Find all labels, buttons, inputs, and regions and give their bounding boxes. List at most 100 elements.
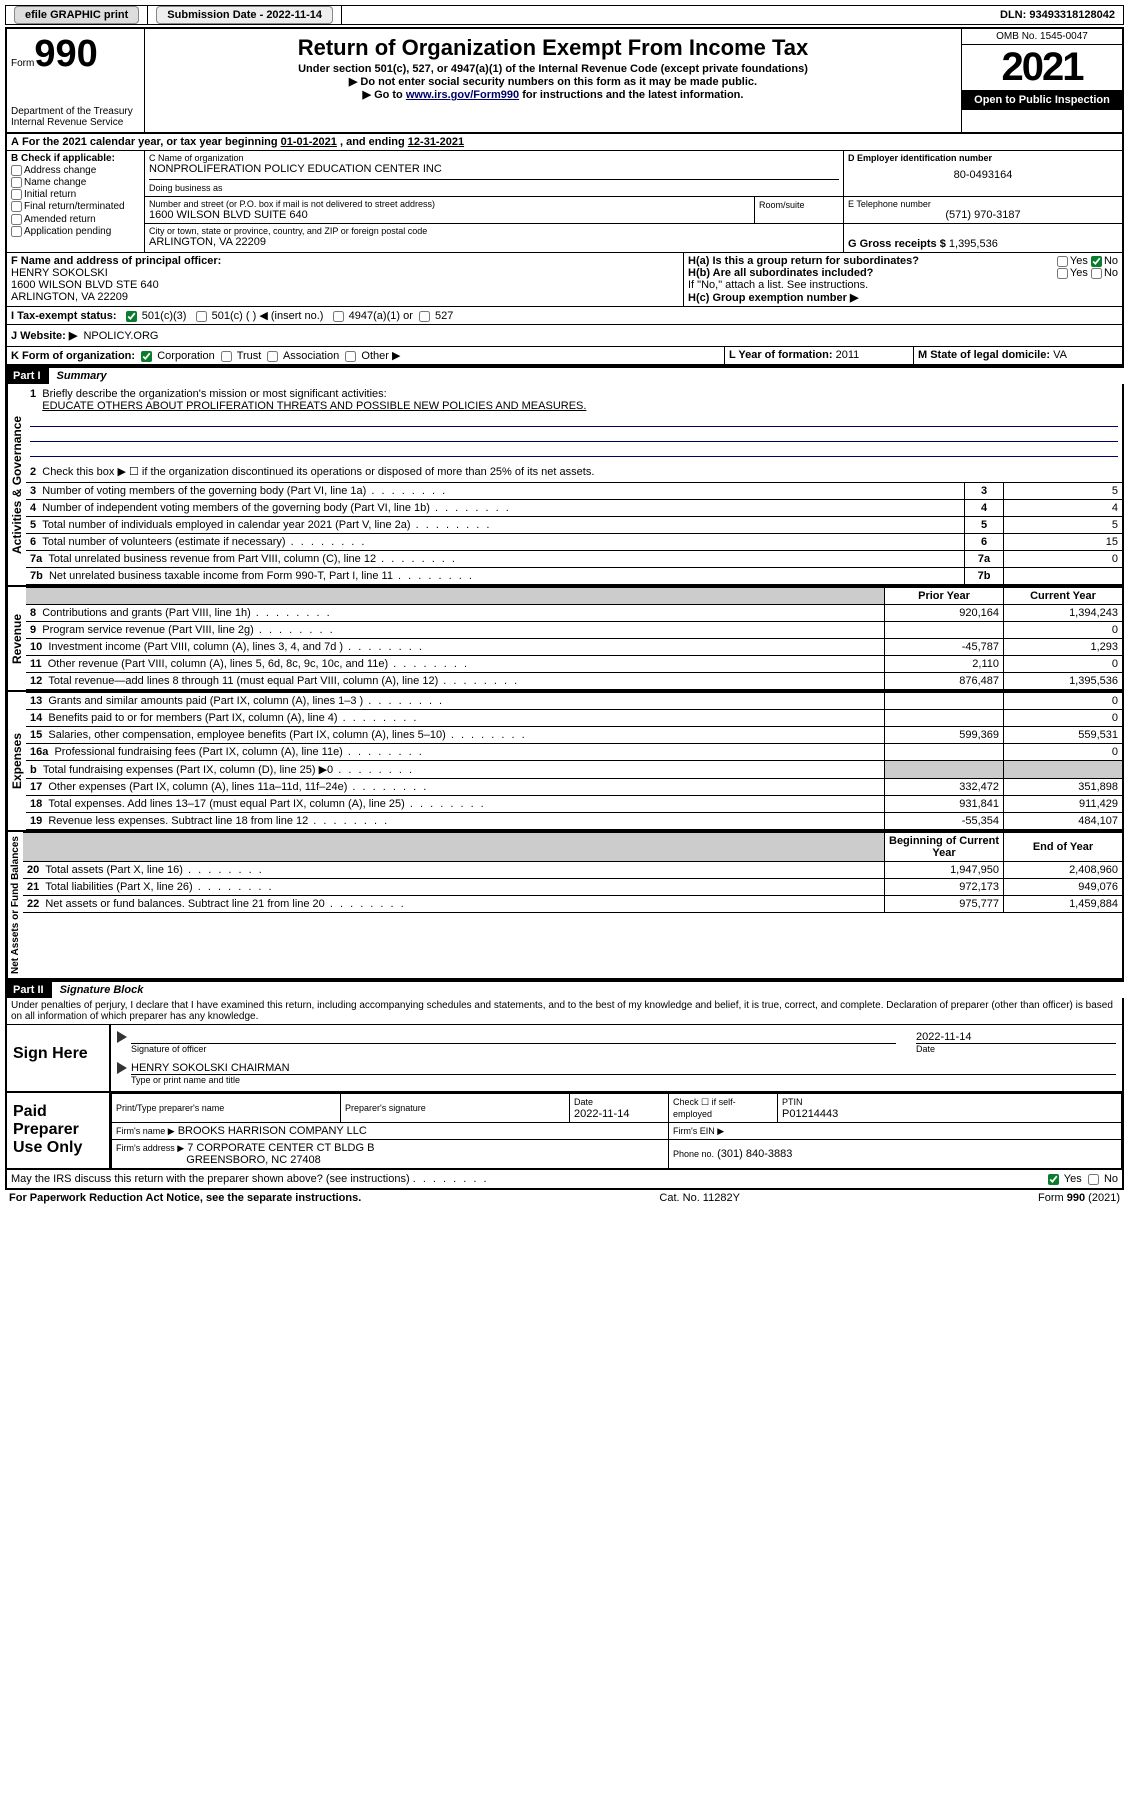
cb-501c3[interactable]	[126, 311, 137, 322]
table-row: 7a Total unrelated business revenue from…	[26, 551, 1122, 568]
page-footer: For Paperwork Reduction Act Notice, see …	[5, 1190, 1124, 1206]
table-row: 19 Revenue less expenses. Subtract line …	[26, 813, 1122, 830]
vlabel-revenue: Revenue	[7, 587, 26, 690]
org-name: NONPROLIFERATION POLICY EDUCATION CENTER…	[149, 163, 839, 175]
line1-label: Briefly describe the organization's miss…	[42, 388, 386, 400]
cb-trust[interactable]	[221, 351, 232, 362]
ha-yes[interactable]	[1057, 256, 1068, 267]
table-row: b Total fundraising expenses (Part IX, c…	[26, 761, 1122, 779]
table-row: 4 Number of independent voting members o…	[26, 500, 1122, 517]
discuss-yes[interactable]	[1048, 1174, 1059, 1185]
pra-notice: For Paperwork Reduction Act Notice, see …	[9, 1192, 361, 1204]
room-label: Room/suite	[759, 200, 805, 210]
cb-other[interactable]	[345, 351, 356, 362]
table-row: 20 Total assets (Part X, line 16)1,947,9…	[23, 862, 1122, 879]
prep-h3: Date	[574, 1097, 593, 1107]
lbl-corporation: Corporation	[157, 350, 214, 362]
irs-label: Internal Revenue Service	[11, 117, 140, 128]
cb-address-change[interactable]: Address change	[11, 165, 140, 176]
cb-corporation[interactable]	[141, 351, 152, 362]
firm-ein-label: Firm's EIN ▶	[673, 1126, 724, 1136]
table-row: 18 Total expenses. Add lines 13–17 (must…	[26, 796, 1122, 813]
cb-4947[interactable]	[333, 311, 344, 322]
revenue-section: Revenue Prior YearCurrent Year8 Contribu…	[5, 587, 1124, 692]
paid-preparer-block: Paid Preparer Use Only Print/Type prepar…	[5, 1093, 1124, 1170]
ha-no[interactable]	[1091, 256, 1102, 267]
table-row: 17 Other expenses (Part IX, column (A), …	[26, 779, 1122, 796]
table-row: 13 Grants and similar amounts paid (Part…	[26, 693, 1122, 710]
section-g-label: G Gross receipts $	[848, 238, 946, 250]
sign-block: Sign Here 2022-11-14 Signature of office…	[5, 1024, 1124, 1093]
efile-button[interactable]: efile GRAPHIC print	[14, 6, 139, 24]
cb-initial-return[interactable]: Initial return	[11, 189, 140, 200]
hb-yes[interactable]	[1057, 268, 1068, 279]
tax-year-begin: 01-01-2021	[281, 136, 337, 148]
tax-year: 2021	[962, 45, 1122, 90]
table-row: 8 Contributions and grants (Part VIII, l…	[26, 605, 1122, 622]
table-row: 16a Professional fundraising fees (Part …	[26, 744, 1122, 761]
cb-501c[interactable]	[196, 311, 207, 322]
section-e-label: E Telephone number	[848, 199, 1118, 209]
cb-527[interactable]	[419, 311, 430, 322]
line2-text: Check this box ▶ ☐ if the organization d…	[42, 466, 594, 478]
addr-label: Number and street (or P.O. box if mail i…	[149, 199, 435, 209]
submission-date: Submission Date - 2022-11-14	[156, 6, 333, 24]
arrow-icon	[117, 1062, 127, 1074]
sign-here-label: Sign Here	[7, 1025, 111, 1091]
phone-label: Phone no.	[673, 1149, 714, 1159]
cb-association[interactable]	[267, 351, 278, 362]
open-public-badge: Open to Public Inspection	[962, 90, 1122, 110]
part2-title: Signature Block	[52, 982, 152, 998]
preparer-table: Print/Type preparer's name Preparer's si…	[111, 1093, 1122, 1168]
governance-section: Activities & Governance 1 Briefly descri…	[5, 384, 1124, 587]
firm-name: BROOKS HARRISON COMPANY LLC	[178, 1125, 367, 1137]
subtitle-3-pre: ▶ Go to	[363, 89, 406, 101]
h-note: If "No," attach a list. See instructions…	[688, 279, 1118, 291]
section-j-label: J Website: ▶	[11, 330, 77, 342]
cat-no: Cat. No. 11282Y	[659, 1192, 740, 1204]
cb-final-return[interactable]: Final return/terminated	[11, 201, 140, 212]
sign-date: 2022-11-14	[916, 1031, 1116, 1044]
table-row: 11 Other revenue (Part VIII, column (A),…	[26, 656, 1122, 673]
table-row: 15 Salaries, other compensation, employe…	[26, 727, 1122, 744]
prep-h1: Print/Type preparer's name	[116, 1103, 224, 1113]
form-title: Return of Organization Exempt From Incom…	[149, 35, 957, 61]
prep-h5: PTIN	[782, 1097, 803, 1107]
street-address: 1600 WILSON BLVD SUITE 640	[149, 209, 750, 221]
dln: DLN: 93493318128042	[992, 6, 1123, 24]
city-label: City or town, state or province, country…	[149, 226, 839, 236]
part1-header: Part I Summary	[5, 366, 1124, 384]
section-i-label: I Tax-exempt status:	[11, 310, 117, 322]
ptin: P01214443	[782, 1108, 838, 1120]
irs-link[interactable]: www.irs.gov/Form990	[406, 89, 519, 101]
lbl-trust: Trust	[237, 350, 262, 362]
firm-addr-label: Firm's address ▶	[116, 1143, 184, 1153]
hb-no[interactable]	[1091, 268, 1102, 279]
lbl-4947: 4947(a)(1) or	[349, 310, 413, 322]
part1-title: Summary	[49, 368, 115, 384]
cb-name-change[interactable]: Name change	[11, 177, 140, 188]
discuss-yes-label: Yes	[1064, 1173, 1082, 1185]
tax-status-row: I Tax-exempt status: 501(c)(3) 501(c) ( …	[5, 307, 1124, 325]
subtitle-3-post: for instructions and the latest informat…	[519, 89, 743, 101]
table-row: 21 Total liabilities (Part X, line 26)97…	[23, 879, 1122, 896]
mission-text: EDUCATE OTHERS ABOUT PROLIFERATION THREA…	[42, 400, 586, 412]
telephone: (571) 970-3187	[848, 209, 1118, 221]
cb-application-pending[interactable]: Application pending	[11, 226, 140, 237]
officer-addr2: ARLINGTON, VA 22209	[11, 291, 128, 303]
declaration-text: Under penalties of perjury, I declare th…	[5, 998, 1124, 1024]
firm-name-label: Firm's name ▶	[116, 1126, 175, 1136]
ha-label: H(a) Is this a group return for subordin…	[688, 255, 919, 267]
officer-block: F Name and address of principal officer:…	[5, 253, 1124, 307]
section-f-label: F Name and address of principal officer:	[11, 255, 221, 267]
gross-receipts: 1,395,536	[949, 238, 998, 250]
table-row: 5 Total number of individuals employed i…	[26, 517, 1122, 534]
klm-row: K Form of organization: Corporation Trus…	[5, 347, 1124, 366]
omb-number: OMB No. 1545-0047	[962, 29, 1122, 45]
cb-amended-return[interactable]: Amended return	[11, 214, 140, 225]
table-row: 7b Net unrelated business taxable income…	[26, 568, 1122, 585]
discuss-no[interactable]	[1088, 1174, 1099, 1185]
line-a-pre: For the 2021 calendar year, or tax year …	[22, 136, 281, 148]
vlabel-netassets: Net Assets or Fund Balances	[7, 832, 23, 978]
city-state-zip: ARLINGTON, VA 22209	[149, 236, 839, 248]
